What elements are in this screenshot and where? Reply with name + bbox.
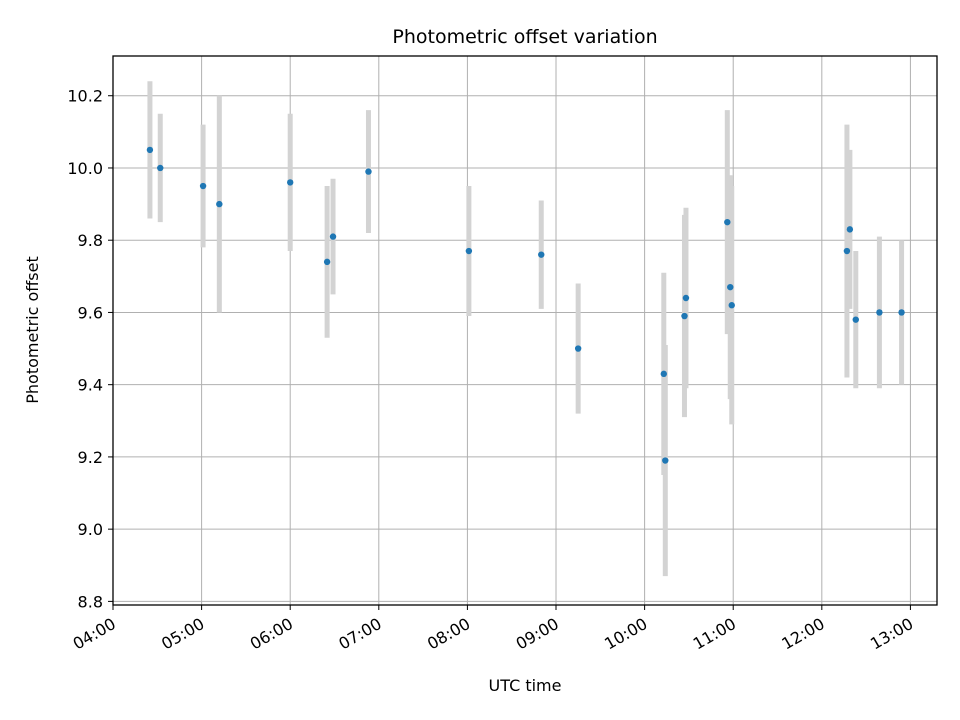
x-tick-label: 12:00 bbox=[778, 614, 827, 654]
x-tick-label: 07:00 bbox=[335, 614, 384, 654]
data-points bbox=[146, 146, 905, 464]
data-point bbox=[662, 457, 669, 464]
x-tick-label: 11:00 bbox=[690, 614, 739, 654]
y-tick-label: 10.2 bbox=[67, 87, 103, 106]
data-point bbox=[728, 302, 735, 309]
data-point bbox=[287, 179, 294, 186]
x-axis-label: UTC time bbox=[489, 676, 562, 695]
grid bbox=[112, 56, 937, 605]
data-point bbox=[660, 370, 668, 378]
data-point bbox=[329, 233, 337, 240]
data-point bbox=[146, 146, 154, 154]
data-point bbox=[727, 283, 734, 291]
chart-title: Photometric offset variation bbox=[392, 26, 657, 48]
data-point bbox=[323, 258, 331, 266]
x-tick-label: 13:00 bbox=[867, 614, 916, 654]
data-point bbox=[365, 168, 372, 175]
data-point bbox=[199, 182, 207, 190]
x-tick-label: 06:00 bbox=[247, 614, 296, 654]
data-point bbox=[898, 309, 905, 316]
data-point bbox=[538, 251, 545, 258]
x-tick-label: 04:00 bbox=[70, 614, 119, 654]
data-point bbox=[876, 309, 883, 316]
y-tick-label: 9.2 bbox=[78, 448, 103, 467]
errorbars bbox=[147, 81, 905, 577]
y-tick-label: 10.0 bbox=[67, 159, 103, 178]
data-point bbox=[852, 316, 859, 323]
data-point bbox=[724, 218, 731, 226]
data-point bbox=[682, 294, 690, 302]
y-axis-label: Photometric offset bbox=[23, 256, 42, 404]
y-tick-label: 9.8 bbox=[78, 231, 103, 250]
data-point bbox=[846, 226, 854, 233]
y-tick-label: 9.0 bbox=[78, 520, 103, 539]
y-tick-label: 8.8 bbox=[78, 592, 103, 611]
x-tick-label: 09:00 bbox=[513, 614, 562, 654]
y-axis-ticks: 8.8 9.0 9.2 9.4 9.6 9.8 10.0 10.2 bbox=[67, 87, 113, 611]
data-point bbox=[465, 247, 473, 255]
data-point bbox=[574, 345, 582, 352]
y-tick-label: 9.4 bbox=[78, 376, 103, 395]
data-point bbox=[843, 247, 851, 255]
data-point bbox=[216, 200, 223, 208]
x-tick-label: 08:00 bbox=[424, 614, 473, 654]
x-tick-label: 05:00 bbox=[158, 614, 207, 654]
plot-frame bbox=[112, 55, 938, 606]
data-point bbox=[157, 164, 164, 172]
x-tick-label: 10:00 bbox=[601, 614, 650, 654]
y-tick-label: 9.6 bbox=[78, 303, 103, 322]
data-point bbox=[681, 312, 688, 320]
x-axis-ticks: 04:00 05:00 06:00 07:00 08:00 09:00 10:00 11:00… bbox=[70, 605, 916, 654]
